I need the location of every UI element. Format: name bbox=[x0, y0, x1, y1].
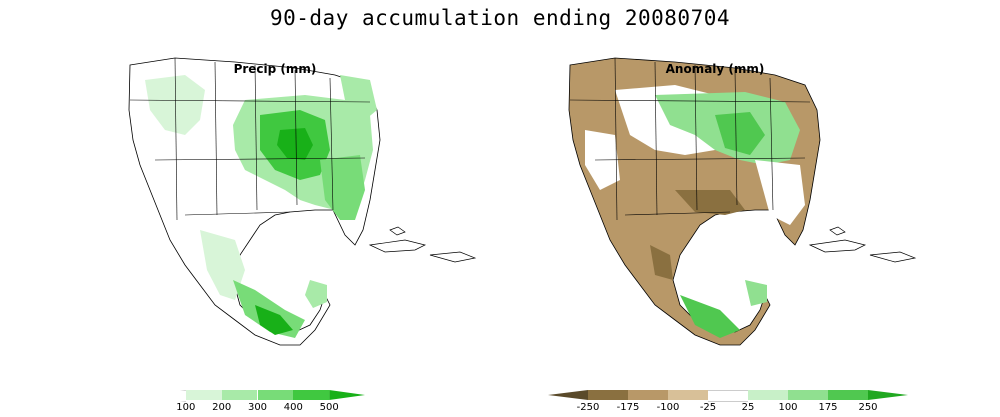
anomaly-colorbar-swatches bbox=[548, 390, 908, 402]
anomaly-colorbar-tick-label: 250 bbox=[858, 402, 878, 413]
precip-panel-label: Precip (mm) bbox=[233, 62, 317, 76]
precip-colorbar-swatch bbox=[221, 390, 258, 400]
anomaly-colorbar-tick-label: -250 bbox=[576, 402, 600, 413]
chart-title: 90-day accumulation ending 20080704 bbox=[269, 6, 730, 30]
anomaly-colorbar-swatch bbox=[788, 390, 828, 400]
precip-colorbar-swatch bbox=[185, 390, 222, 400]
anomaly-colorbar-tick-label: 100 bbox=[778, 402, 798, 413]
precip-map-panel: Precip (mm) bbox=[115, 40, 535, 370]
anomaly-colorbar: -250 -175 -100 -25 25 100 175 250 bbox=[548, 390, 908, 414]
anomaly-colorbar-swatch bbox=[748, 390, 788, 400]
anomaly-land bbox=[568, 57, 917, 346]
precip-colorbar-swatch bbox=[293, 390, 330, 400]
anomaly-colorbar-swatch bbox=[588, 390, 628, 400]
precip-colorbar-swatch bbox=[329, 390, 365, 400]
anomaly-colorbar-tick-label: -25 bbox=[699, 402, 717, 413]
precip-colorbar-tick-label: 200 bbox=[212, 402, 232, 413]
precip-colorbar: 100 200 300 400 500 bbox=[150, 390, 365, 414]
precip-colorbar-tick-label: 100 bbox=[176, 402, 196, 413]
anomaly-colorbar-swatch bbox=[828, 390, 868, 400]
anomaly-colorbar-ticks: -250 -175 -100 -25 25 100 175 250 bbox=[548, 400, 908, 414]
precip-colorbar-tick-label: 400 bbox=[283, 402, 303, 413]
anomaly-colorbar-tick-label: -175 bbox=[616, 402, 640, 413]
precip-land bbox=[128, 57, 477, 346]
precip-colorbar-tick-label: 500 bbox=[319, 402, 339, 413]
anomaly-colorbar-swatch bbox=[548, 390, 588, 400]
anomaly-colorbar-swatch bbox=[708, 390, 748, 402]
anomaly-colorbar-swatch bbox=[868, 390, 908, 400]
anomaly-map-panel: Anomaly (mm) bbox=[555, 40, 975, 370]
anomaly-map bbox=[568, 57, 917, 346]
precip-colorbar-ticks: 100 200 300 400 500 bbox=[150, 400, 365, 414]
anomaly-colorbar-tick-label: -100 bbox=[656, 402, 680, 413]
anomaly-colorbar-tick-label: 175 bbox=[818, 402, 838, 413]
precip-colorbar-tick-label: 300 bbox=[247, 402, 268, 413]
anomaly-colorbar-tick-label: 25 bbox=[741, 402, 755, 413]
precip-colorbar-swatch bbox=[257, 390, 294, 400]
precip-map bbox=[128, 57, 477, 346]
anomaly-panel-label: Anomaly (mm) bbox=[665, 62, 765, 76]
anomaly-colorbar-swatch bbox=[628, 390, 668, 400]
precip-colorbar-swatches bbox=[150, 390, 365, 402]
anomaly-colorbar-swatch bbox=[668, 390, 708, 400]
